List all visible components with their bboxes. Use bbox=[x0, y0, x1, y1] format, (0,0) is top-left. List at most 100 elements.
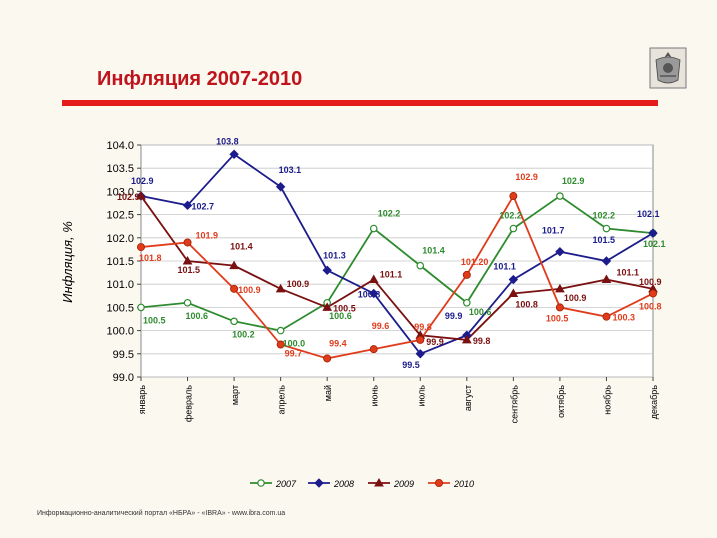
data-point-2007 bbox=[463, 298, 471, 307]
y-tick-label: 99.5 bbox=[113, 349, 134, 361]
legend-label-2009: 2009 bbox=[393, 479, 414, 489]
data-label-2008: 99.5 bbox=[402, 360, 420, 370]
data-point-2010 bbox=[509, 192, 518, 201]
data-label-2010: 102.9 bbox=[515, 172, 538, 182]
x-tick-label: ноябрь bbox=[602, 385, 612, 415]
data-label-2008: 101.5 bbox=[592, 235, 615, 245]
data-label-2010: 101.20 bbox=[461, 257, 489, 267]
y-tick-label: 103.5 bbox=[106, 163, 134, 175]
page-title: Инфляция 2007-2010 bbox=[97, 68, 303, 90]
data-label-2009: 101.5 bbox=[178, 265, 201, 275]
data-label-2010: 99.7 bbox=[285, 349, 303, 359]
data-point-2007 bbox=[230, 317, 238, 326]
y-tick-label: 103.0 bbox=[106, 186, 134, 198]
data-label-2008: 101.1 bbox=[493, 262, 516, 272]
data-point-2008 bbox=[322, 265, 332, 275]
series-line-2007 bbox=[140, 194, 654, 332]
data-point-2010 bbox=[602, 312, 611, 321]
coat-of-arms-logo bbox=[649, 47, 687, 89]
data-point-2007 bbox=[602, 224, 611, 233]
y-tick-label: 102.0 bbox=[106, 233, 134, 245]
y-tick-label: 100.0 bbox=[106, 326, 134, 338]
x-tick-label: июнь bbox=[370, 385, 380, 407]
data-point-2010 bbox=[230, 284, 239, 293]
data-label-2007: 102.2 bbox=[499, 211, 522, 221]
data-label-2010: 100.8 bbox=[639, 301, 662, 311]
data-label-2010: 100.5 bbox=[546, 313, 569, 323]
x-tick-label: март bbox=[230, 385, 240, 405]
data-point-2008 bbox=[415, 349, 425, 359]
y-axis-label: Инфляция, % bbox=[60, 221, 75, 303]
data-label-2009: 101.1 bbox=[380, 270, 403, 280]
data-point-2010 bbox=[369, 345, 378, 354]
x-tick-label: декабрь bbox=[649, 385, 659, 420]
legend-marker-2007 bbox=[257, 479, 265, 487]
data-label-2010: 99.6 bbox=[372, 321, 390, 331]
y-tick-label: 104.0 bbox=[106, 140, 134, 152]
data-label-2009: 101.4 bbox=[230, 242, 253, 252]
data-label-2007: 100.6 bbox=[186, 311, 209, 321]
x-tick-label: январь bbox=[137, 385, 147, 415]
legend-label-2007: 2007 bbox=[275, 479, 297, 489]
data-label-2009: 100.5 bbox=[333, 303, 356, 313]
data-point-2008 bbox=[508, 274, 519, 285]
data-label-2008: 103.1 bbox=[279, 165, 302, 175]
data-label-2008: 102.1 bbox=[637, 209, 660, 219]
x-tick-label: сентябрь bbox=[509, 385, 519, 424]
data-label-2009: 100.8 bbox=[515, 299, 538, 309]
y-tick-label: 101.0 bbox=[106, 279, 134, 291]
x-tick-label: май bbox=[323, 385, 333, 401]
data-point-2007 bbox=[276, 326, 285, 335]
data-point-2007 bbox=[137, 303, 145, 312]
data-point-2009 bbox=[322, 302, 333, 311]
legend-marker-2010 bbox=[434, 478, 443, 487]
data-label-2007: 100.0 bbox=[283, 339, 306, 349]
x-tick-label: июль bbox=[416, 385, 426, 407]
data-label-2008: 100.8 bbox=[358, 289, 381, 299]
y-tick-label: 102.5 bbox=[106, 210, 134, 222]
data-point-2008 bbox=[648, 228, 658, 238]
data-point-2008 bbox=[275, 182, 286, 192]
data-point-2009 bbox=[229, 260, 239, 270]
data-label-2009: 99.9 bbox=[426, 337, 444, 347]
data-point-2009 bbox=[136, 191, 146, 200]
data-point-2009 bbox=[461, 334, 472, 344]
data-point-2009 bbox=[555, 283, 565, 293]
data-label-2008: 101.3 bbox=[323, 250, 346, 260]
data-label-2010: 99.8 bbox=[414, 322, 432, 332]
data-point-2009 bbox=[275, 283, 286, 293]
data-label-2008: 102.7 bbox=[192, 201, 215, 211]
data-point-2007 bbox=[416, 261, 425, 270]
x-tick-label: февраль bbox=[184, 385, 194, 422]
data-point-2009 bbox=[508, 288, 519, 297]
data-label-2009: 100.9 bbox=[287, 279, 310, 289]
data-point-2008 bbox=[229, 149, 239, 159]
data-point-2010 bbox=[555, 303, 564, 312]
series-line-2008 bbox=[140, 153, 654, 355]
data-label-2007: 102.2 bbox=[378, 209, 401, 219]
data-label-2009: 102.9 bbox=[117, 192, 140, 202]
data-point-2007 bbox=[369, 224, 378, 233]
data-label-2007: 102.1 bbox=[643, 239, 666, 249]
data-point-2010 bbox=[183, 238, 192, 247]
data-point-2009 bbox=[368, 274, 379, 284]
data-point-2010 bbox=[416, 335, 425, 344]
data-label-2010: 101.8 bbox=[139, 253, 162, 263]
data-point-2010 bbox=[649, 289, 658, 298]
data-label-2007: 100.6 bbox=[469, 307, 492, 317]
legend-marker-2009 bbox=[374, 477, 384, 487]
data-label-2008: 102.9 bbox=[131, 176, 154, 186]
data-point-2009 bbox=[601, 274, 612, 284]
legend-marker-2008 bbox=[314, 478, 324, 488]
title-underline bbox=[62, 100, 658, 106]
data-label-2008: 103.8 bbox=[216, 136, 239, 146]
data-label-2007: 100.6 bbox=[329, 311, 352, 321]
data-label-2010: 99.4 bbox=[329, 338, 347, 348]
data-point-2010 bbox=[276, 340, 285, 349]
data-label-2008: 99.9 bbox=[445, 311, 463, 321]
data-label-2007: 102.9 bbox=[562, 176, 585, 186]
data-point-2008 bbox=[601, 256, 612, 266]
y-tick-label: 101.5 bbox=[106, 256, 134, 268]
data-label-2009: 99.8 bbox=[473, 336, 491, 346]
